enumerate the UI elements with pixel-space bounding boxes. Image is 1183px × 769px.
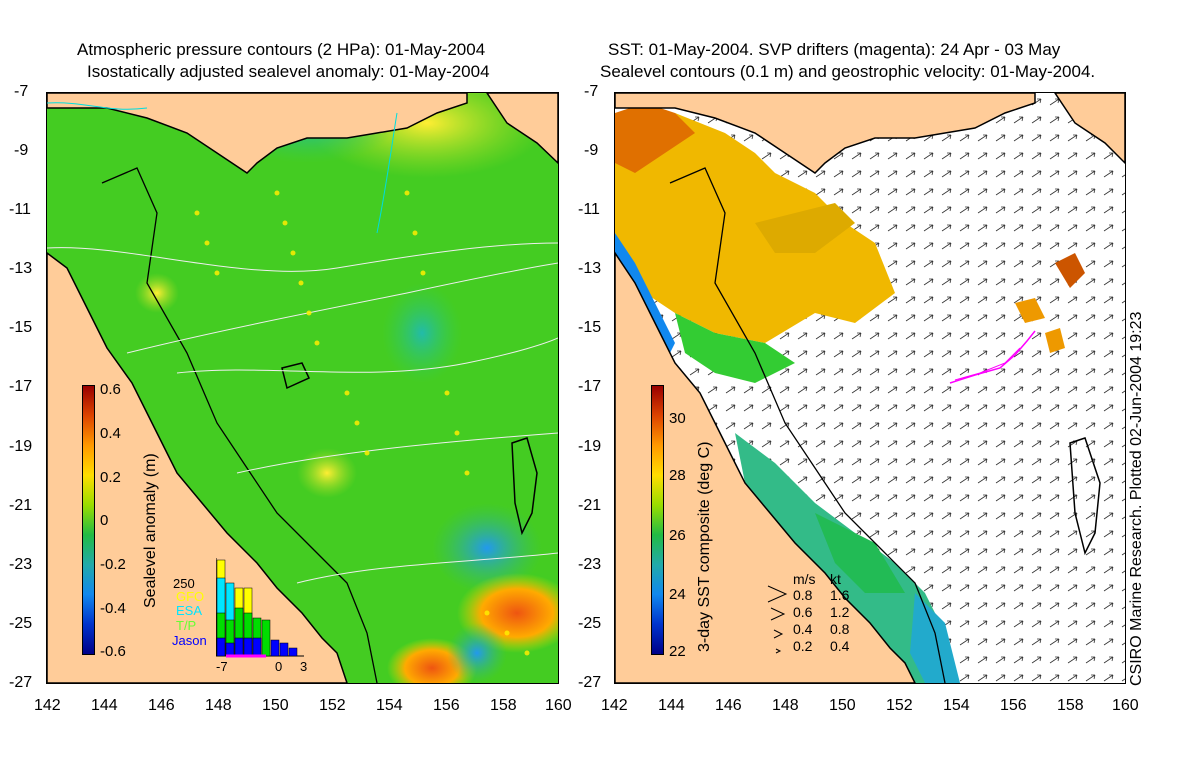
lon-tick: 152 (319, 697, 346, 714)
lon-tick: 154 (376, 697, 403, 714)
lat-tick: -15 (9, 319, 33, 336)
sealevel-anomaly-map (46, 92, 559, 684)
histogram-x-tick: 3 (300, 659, 308, 674)
sealevel-colorbar-tick: -0.6 (100, 643, 126, 660)
lon-tick: 154 (943, 697, 970, 714)
lon-tick: 160 (545, 697, 572, 714)
sealevel-colorbar-tick: 0.2 (100, 469, 121, 486)
sst-colorbar-tick: 30 (669, 410, 686, 427)
lat-tick: -17 (578, 378, 602, 395)
sst-colorbar (651, 385, 664, 655)
lat-tick: -25 (578, 615, 602, 632)
lat-tick: -9 (14, 142, 29, 159)
lat-tick: -23 (578, 556, 602, 573)
lat-tick: -15 (578, 319, 602, 336)
lat-tick: -27 (9, 674, 33, 691)
left-title-line1: Atmospheric pressure contours (2 HPa): 0… (77, 40, 486, 59)
lat-tick: -19 (578, 438, 602, 455)
lat-tick: -21 (9, 497, 33, 514)
lon-tick: 156 (1000, 697, 1027, 714)
histogram-legend-esa: ESA (176, 603, 203, 618)
lon-tick: 142 (34, 697, 61, 714)
velocity-legend-kt: 1.6 (830, 587, 850, 603)
lat-tick: -7 (584, 83, 599, 100)
sealevel-colorbar-tick: 0.4 (100, 425, 121, 442)
satellite-histogram (216, 558, 306, 658)
lon-tick: 148 (205, 697, 232, 714)
velocity-legend-header-ms: m/s (793, 571, 816, 587)
lon-tick: 144 (658, 697, 685, 714)
lat-tick: -27 (578, 674, 602, 691)
left-title-line2: Isostatically adjusted sealevel anomaly:… (87, 62, 490, 81)
lat-tick: -21 (578, 497, 602, 514)
sst-colorbar-tick: 26 (669, 527, 686, 544)
lon-tick: 144 (91, 697, 118, 714)
satellite-histogram-bars (216, 558, 304, 658)
histogram-legend-gfo: GFO (176, 589, 205, 604)
sealevel-colorbar-label: Sealevel anomaly (m) (142, 453, 159, 608)
credit-note: CSIRO Marine Research. Plotted 02-Jun-20… (1128, 311, 1145, 686)
lon-tick: 158 (1057, 697, 1084, 714)
velocity-legend (760, 568, 860, 658)
lon-tick: 156 (433, 697, 460, 714)
lat-tick: -11 (578, 201, 600, 218)
sealevel-colorbar-tick: 0.6 (100, 381, 121, 398)
lat-tick: -7 (14, 83, 29, 100)
lat-tick: -13 (9, 260, 33, 277)
velocity-legend-kt: 0.8 (830, 621, 850, 637)
lat-tick: -9 (584, 142, 599, 159)
sealevel-anomaly-map-graphic (47, 93, 558, 683)
sealevel-colorbar-tick: 0 (100, 512, 109, 529)
histogram-legend-jason: Jason (172, 633, 207, 648)
lon-tick: 160 (1112, 697, 1139, 714)
lat-tick: -11 (9, 201, 31, 218)
sst-colorbar-tick: 24 (669, 586, 686, 603)
lat-tick: -17 (9, 378, 33, 395)
sst-map (614, 92, 1126, 684)
lon-tick: 146 (715, 697, 742, 714)
lon-tick: 150 (262, 697, 289, 714)
lon-tick: 146 (148, 697, 175, 714)
velocity-legend-arrows (767, 585, 788, 654)
lon-tick: 158 (490, 697, 517, 714)
lat-tick: -19 (9, 438, 33, 455)
histogram-x-tick: 0 (275, 659, 283, 674)
lon-tick: 150 (829, 697, 856, 714)
lon-tick: 142 (601, 697, 628, 714)
sealevel-colorbar (82, 385, 95, 655)
right-title-line1: SST: 01-May-2004. SVP drifters (magenta)… (608, 40, 1061, 59)
velocity-legend-ms: 0.2 (793, 638, 813, 654)
sst-map-graphic (615, 93, 1125, 683)
sealevel-colorbar-tick: -0.4 (100, 600, 126, 617)
lat-tick: -13 (578, 260, 602, 277)
lat-tick: -25 (9, 615, 33, 632)
histogram-y-label: 250 (173, 576, 195, 591)
velocity-legend-ms: 0.8 (793, 587, 813, 603)
right-title-line2: Sealevel contours (0.1 m) and geostrophi… (600, 62, 1096, 81)
velocity-legend-kt: 0.4 (830, 638, 850, 654)
histogram-x-tick: -7 (216, 659, 228, 674)
lon-tick: 148 (772, 697, 799, 714)
sst-colorbar-tick: 22 (669, 643, 686, 660)
lon-tick: 152 (886, 697, 913, 714)
sealevel-colorbar-tick: -0.2 (100, 556, 126, 573)
velocity-legend-ms: 0.4 (793, 621, 813, 637)
velocity-legend-ms: 0.6 (793, 604, 813, 620)
velocity-legend-kt: 1.2 (830, 604, 850, 620)
lat-tick: -23 (9, 556, 33, 573)
histogram-legend-tp: T/P (176, 618, 197, 633)
sst-colorbar-label: 3-day SST composite (deg C) (696, 441, 713, 652)
sst-colorbar-tick: 28 (669, 467, 686, 484)
velocity-legend-header-kt: kt (830, 571, 841, 587)
